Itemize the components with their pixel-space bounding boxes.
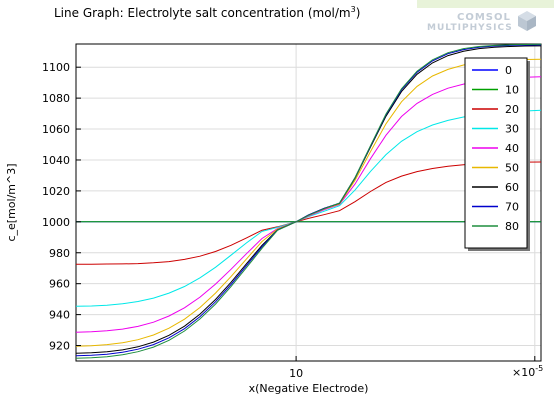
logo-line-1: COMSOL <box>457 12 511 23</box>
chart-title-superscript: 3 <box>350 5 356 14</box>
legend-label-0: 0 <box>505 64 512 77</box>
y-tick-label: 1080 <box>42 92 70 105</box>
series-line-20 <box>76 161 542 265</box>
y-tick-label: 1060 <box>42 123 70 136</box>
y-tick-label: 940 <box>49 309 70 322</box>
legend-label-10: 10 <box>505 84 519 97</box>
legend-label-30: 30 <box>505 123 519 136</box>
series-line-30 <box>75 109 542 307</box>
y-tick-label: 1020 <box>42 185 70 198</box>
legend-label-40: 40 <box>505 142 519 155</box>
x-axis-scale-factor: ×10-5 <box>512 364 543 379</box>
series-line-80 <box>75 43 542 359</box>
chart-title-text: Line Graph: Electrolyte salt concentrati… <box>54 6 351 20</box>
x-axis-scale-exponent: -5 <box>535 364 543 373</box>
plot-frame <box>75 43 542 362</box>
legend-label-50: 50 <box>505 162 519 175</box>
comsol-logo: COMSOL MULTIPHYSICS <box>417 0 554 46</box>
legend: 0 10 20 30 40 50 60 70 80 <box>464 57 530 251</box>
series-layer <box>75 43 542 359</box>
x-axis-scale-base: ×10 <box>512 366 535 379</box>
y-tick-label: 1040 <box>42 154 70 167</box>
legend-label-60: 60 <box>505 181 519 194</box>
logo-background <box>417 0 554 8</box>
y-tick-label: 960 <box>49 278 70 291</box>
chart-title: Line Graph: Electrolyte salt concentrati… <box>54 5 360 20</box>
y-tick-label: 920 <box>49 340 70 353</box>
x-tick-label: 10 <box>289 367 303 380</box>
logo-cube-icon <box>518 11 536 31</box>
y-tick-label: 980 <box>49 247 70 260</box>
legend-label-70: 70 <box>505 201 519 214</box>
y-tick-label: 1100 <box>42 61 70 74</box>
legend-label-80: 80 <box>505 220 519 233</box>
legend-label-20: 20 <box>505 103 519 116</box>
chart-title-suffix: ) <box>355 6 361 20</box>
x-axis-label: x(Negative Electrode) <box>249 382 369 395</box>
y-tick-label: 1000 <box>42 216 70 229</box>
y-axis-label: c_e[mol/m^3] <box>5 163 18 241</box>
logo-line-2: MULTIPHYSICS <box>427 23 513 33</box>
